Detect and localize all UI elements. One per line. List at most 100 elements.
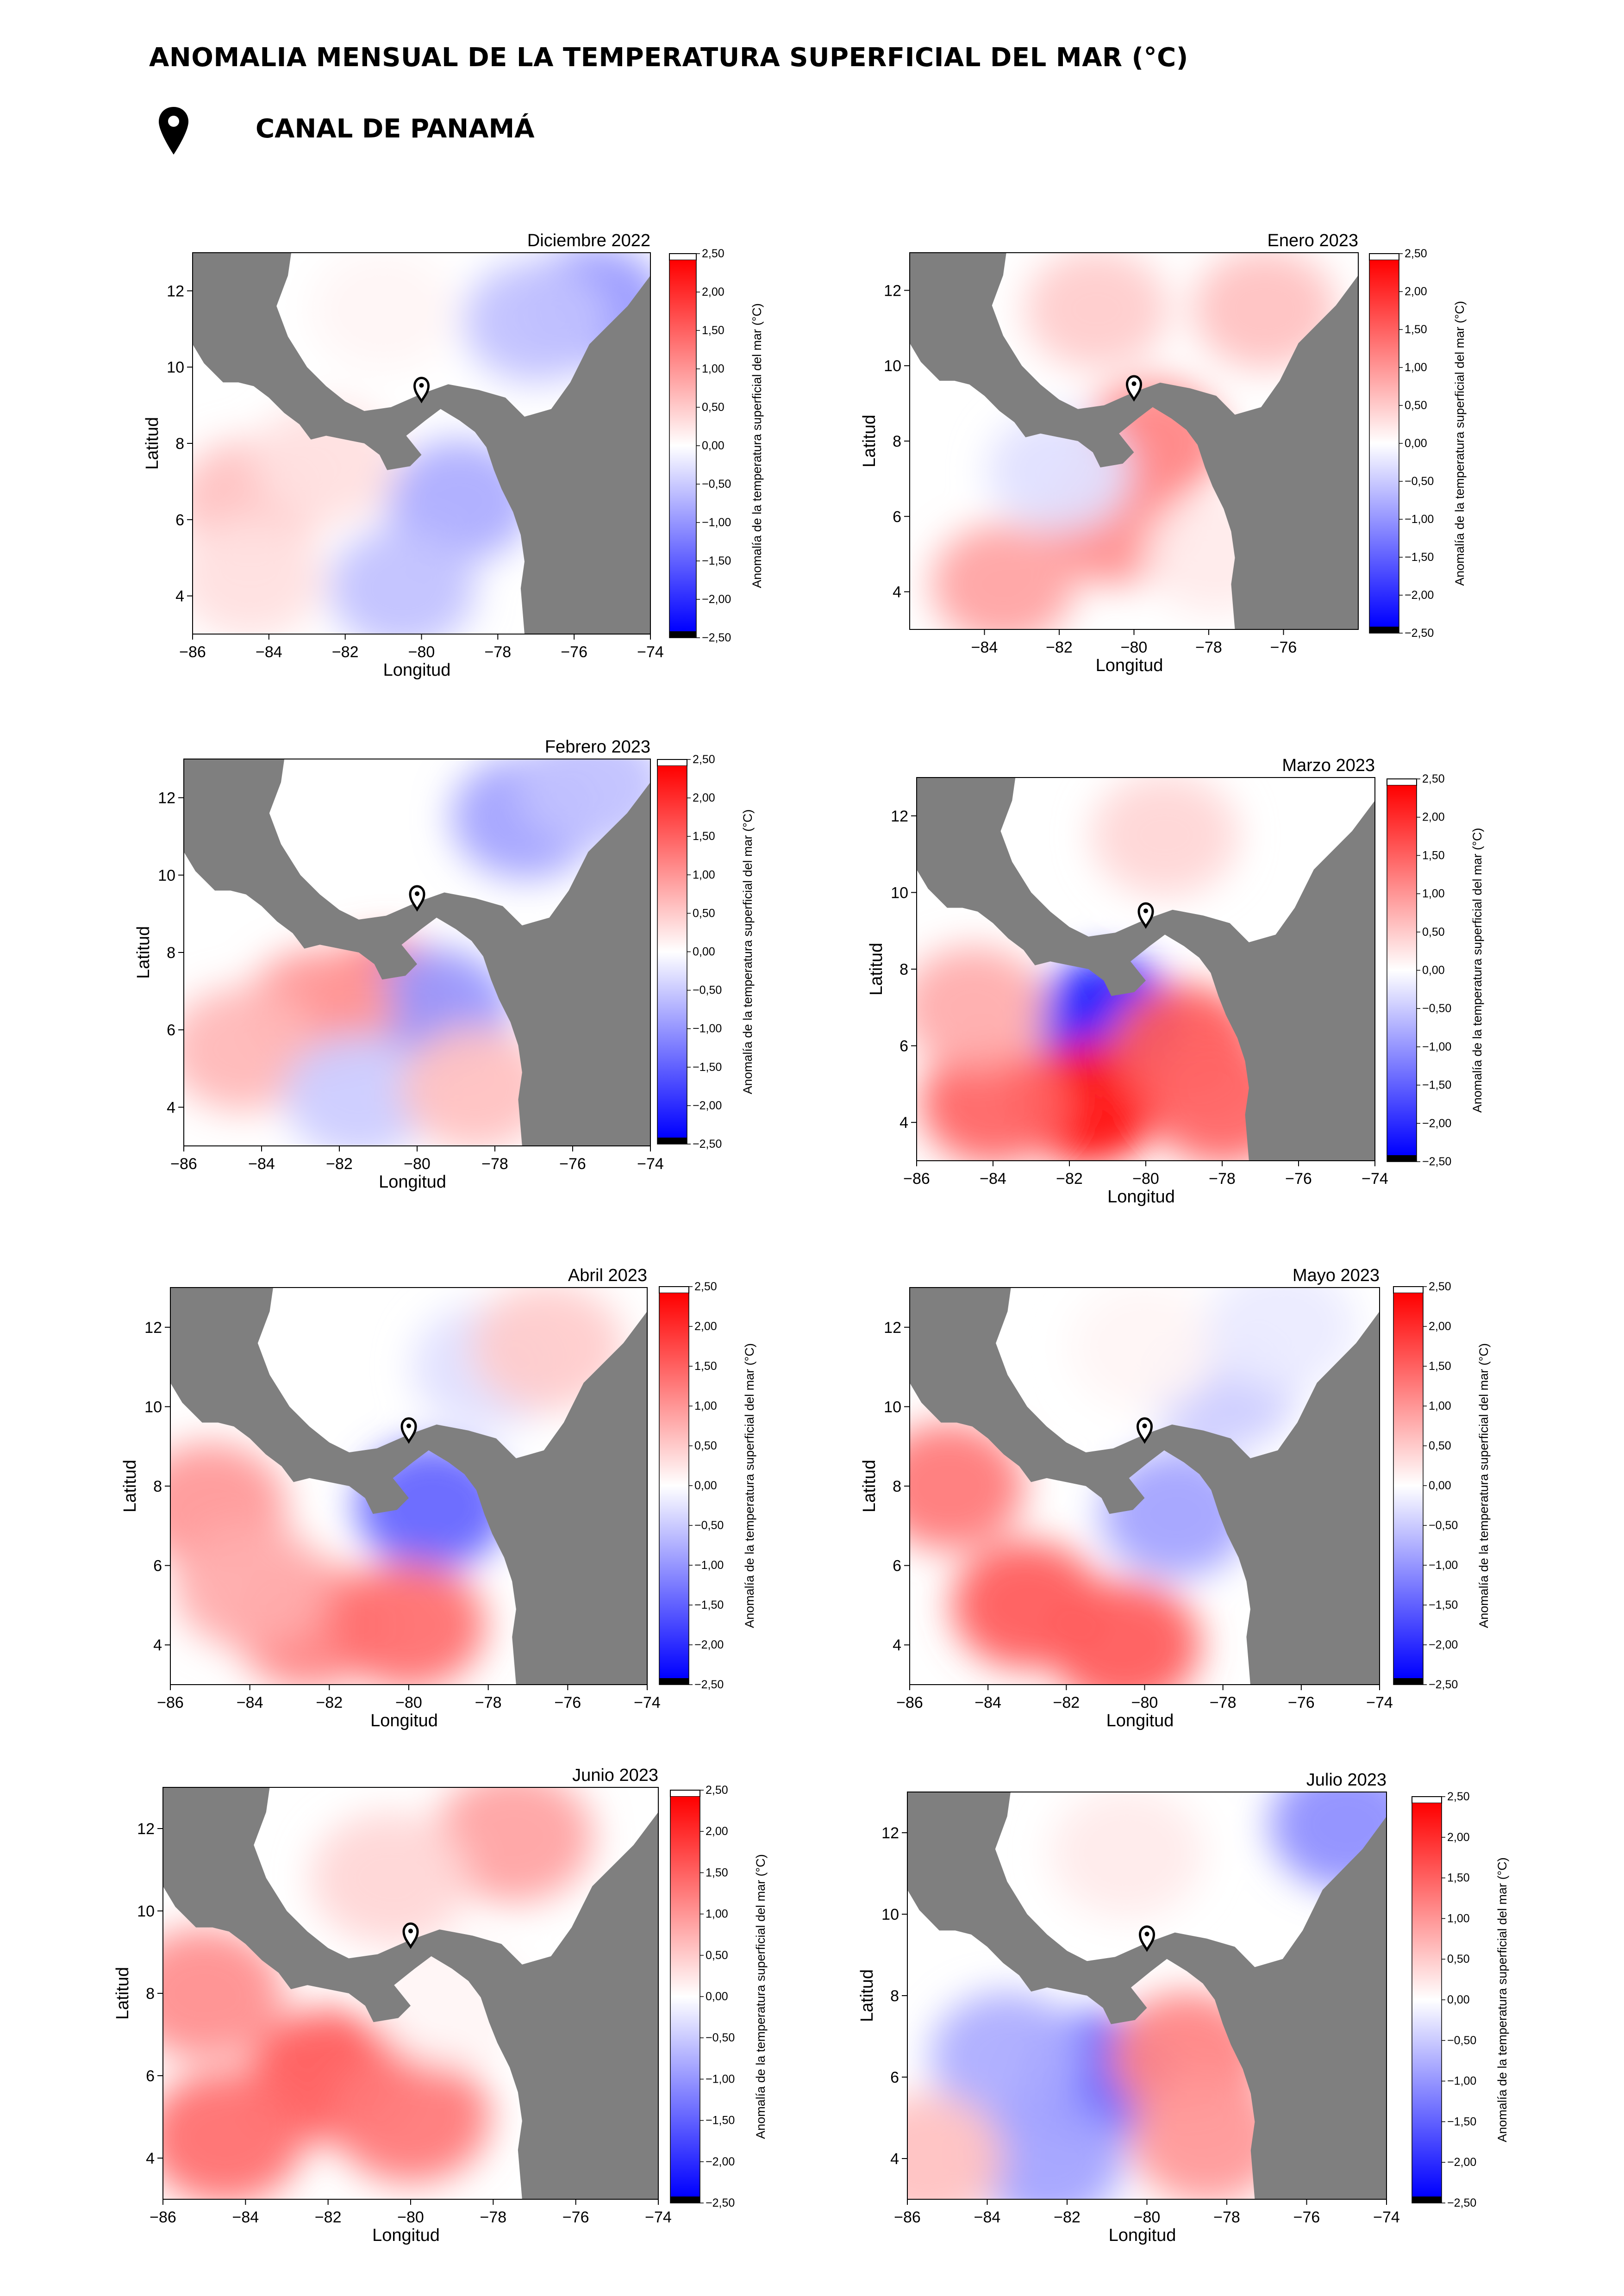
colorbar-label: Anomalía de la temperatura superficial d… <box>743 1343 756 1628</box>
colorbar-tick-label: −1,50 <box>694 1599 724 1612</box>
colorbar-tick-label: 0,00 <box>694 1479 717 1492</box>
sst-anomaly-map-panel: Febrero 2023 −86 −84 −82 −80 −78 −76 −74 4 6 8 10 12… <box>134 737 755 1192</box>
x-tick-label: −84 <box>971 639 998 656</box>
x-tick-label: −78 <box>1209 1170 1236 1188</box>
colorbar-tick-label: −2,00 <box>706 2155 735 2168</box>
y-tick-label: 6 <box>146 2067 155 2085</box>
land-mass <box>927 1820 960 1857</box>
y-tick-label: 4 <box>175 588 184 605</box>
colorbar <box>1369 260 1399 627</box>
y-tick-label: 6 <box>175 511 184 529</box>
colorbar-tick-label: −1,50 <box>693 1061 722 1074</box>
colorbar-tick-label: 0,50 <box>694 1439 717 1452</box>
colorbar-top-cap <box>659 1286 689 1294</box>
colorbar-tick-label: 1,00 <box>1405 361 1427 374</box>
colorbar-tick-label: 1,50 <box>1405 323 1427 336</box>
x-tick-label: −82 <box>1056 1170 1083 1188</box>
x-tick-label: −80 <box>395 1694 422 1711</box>
colorbar-bottom-cap <box>1387 1155 1417 1162</box>
anomaly-region <box>332 1562 485 1685</box>
anomaly-region <box>163 2072 304 2199</box>
colorbar-tick-label: −0,50 <box>1405 475 1434 488</box>
colorbar-tick-label: −2,50 <box>702 631 731 644</box>
x-tick-label: −74 <box>1366 1694 1393 1711</box>
sst-anomaly-map-panel: Abril 2023 −86 −84 −82 −80 −78 −76 −74 4 6 8 10 12 Lo… <box>120 1266 756 1730</box>
colorbar-tick-label: 0,50 <box>1447 1953 1470 1966</box>
colorbar-top-cap <box>657 759 687 766</box>
x-tick-label: −80 <box>1134 2209 1161 2226</box>
colorbar-bottom-cap <box>1393 1678 1423 1685</box>
colorbar-tick-label: 2,00 <box>706 1825 728 1838</box>
y-tick-label: 4 <box>153 1636 162 1654</box>
y-tick-label: 12 <box>144 1319 162 1337</box>
x-tick-label: −86 <box>179 643 206 661</box>
sst-anomaly-map-panel: Julio 2023 −86 −84 −82 −80 −78 −76 −74 4 6 8 10 12 Lo… <box>857 1770 1509 2245</box>
x-axis-label: Longitud <box>372 2226 440 2245</box>
anomaly-region <box>193 516 323 634</box>
y-tick-label: 8 <box>890 1987 899 2005</box>
anomaly-region <box>917 946 1048 1069</box>
y-tick-label: 6 <box>167 1021 175 1039</box>
colorbar-tick-label: 0,00 <box>1429 1479 1451 1492</box>
x-tick-label: −84 <box>256 643 282 661</box>
land-mass <box>910 253 1358 629</box>
y-tick-label: 6 <box>899 1038 908 1055</box>
colorbar-tick-label: −0,50 <box>1429 1519 1458 1532</box>
y-tick-label: 8 <box>175 435 184 453</box>
x-tick-label: −76 <box>1285 1170 1312 1188</box>
y-tick-label: 12 <box>884 282 901 299</box>
x-tick-label: −80 <box>408 643 435 661</box>
colorbar-tick-label: −2,50 <box>1447 2196 1476 2209</box>
map-area <box>193 253 650 634</box>
colorbar-tick-label: 0,50 <box>706 1949 728 1962</box>
colorbar-top-cap <box>1393 1286 1424 1294</box>
land-mass <box>212 279 243 314</box>
x-tick-label: −76 <box>554 1694 581 1711</box>
y-tick-label: 10 <box>881 1906 899 1923</box>
x-tick-label: −86 <box>903 1170 930 1188</box>
colorbar-tick-label: 0,00 <box>1447 1993 1470 2006</box>
colorbar-bottom-cap <box>670 2196 700 2203</box>
y-tick-label: 4 <box>167 1099 175 1116</box>
x-tick-label: −82 <box>1046 639 1073 656</box>
sst-anomaly-map-panel: Marzo 2023 −86 −84 −82 −80 −78 −76 −74 4 6 8 10 12 Lo… <box>867 756 1484 1207</box>
y-tick-label: 8 <box>146 1985 155 2003</box>
panel-title: Enero 2023 <box>1268 231 1359 250</box>
x-tick-label: −84 <box>248 1155 275 1173</box>
y-tick-label: 10 <box>158 867 175 884</box>
x-tick-label: −82 <box>1054 2209 1081 2226</box>
colorbar-tick-label: 2,50 <box>694 1280 717 1293</box>
colorbar-tick-label: 0,00 <box>1405 437 1427 450</box>
x-tick-label: −84 <box>980 1170 1006 1188</box>
y-tick-label: 10 <box>891 884 908 902</box>
colorbar-tick-label: −2,00 <box>693 1099 722 1112</box>
colorbar <box>659 1293 689 1678</box>
colorbar-tick-label: 0,50 <box>1422 926 1445 939</box>
x-tick-label: −86 <box>170 1155 197 1173</box>
colorbar-tick-label: 2,50 <box>1422 772 1445 785</box>
colorbar <box>1393 1293 1423 1678</box>
land-mass <box>203 786 235 821</box>
colorbar-tick-label: −1,00 <box>1429 1559 1458 1572</box>
x-tick-label: −80 <box>404 1155 431 1173</box>
y-axis-label: Latitud <box>120 1460 140 1512</box>
colorbar-tick-label: −1,00 <box>694 1559 724 1572</box>
x-axis-label: Longitud <box>1107 1187 1175 1207</box>
colorbar-tick-label: 2,00 <box>1405 285 1427 298</box>
anomaly-region <box>931 524 1075 629</box>
colorbar-tick-label: 1,00 <box>702 362 725 375</box>
colorbar-tick-label: 0,00 <box>693 946 715 958</box>
x-tick-label: −74 <box>634 1694 661 1711</box>
colorbar-label: Anomalía de la temperatura superficial d… <box>754 1854 768 2139</box>
colorbar-tick-label: −2,00 <box>694 1638 724 1651</box>
colorbar-tick-label: −1,50 <box>1429 1599 1458 1612</box>
x-tick-label: −84 <box>974 2209 1001 2226</box>
anomaly-region <box>173 1522 326 1649</box>
x-tick-label: −80 <box>1131 1694 1158 1711</box>
colorbar-top-cap <box>1369 253 1399 261</box>
sst-anomaly-map-panel: Junio 2023 −86 −84 −82 −80 −78 −76 −74 4 6 8 10 12 Lo… <box>113 1766 768 2245</box>
colorbar-tick-label: 1,50 <box>1447 1872 1470 1885</box>
y-axis-label: Latitud <box>857 1969 877 2022</box>
colorbar-label: Anomalía de la temperatura superficial d… <box>741 809 755 1095</box>
colorbar-tick-label: −2,00 <box>702 593 731 606</box>
